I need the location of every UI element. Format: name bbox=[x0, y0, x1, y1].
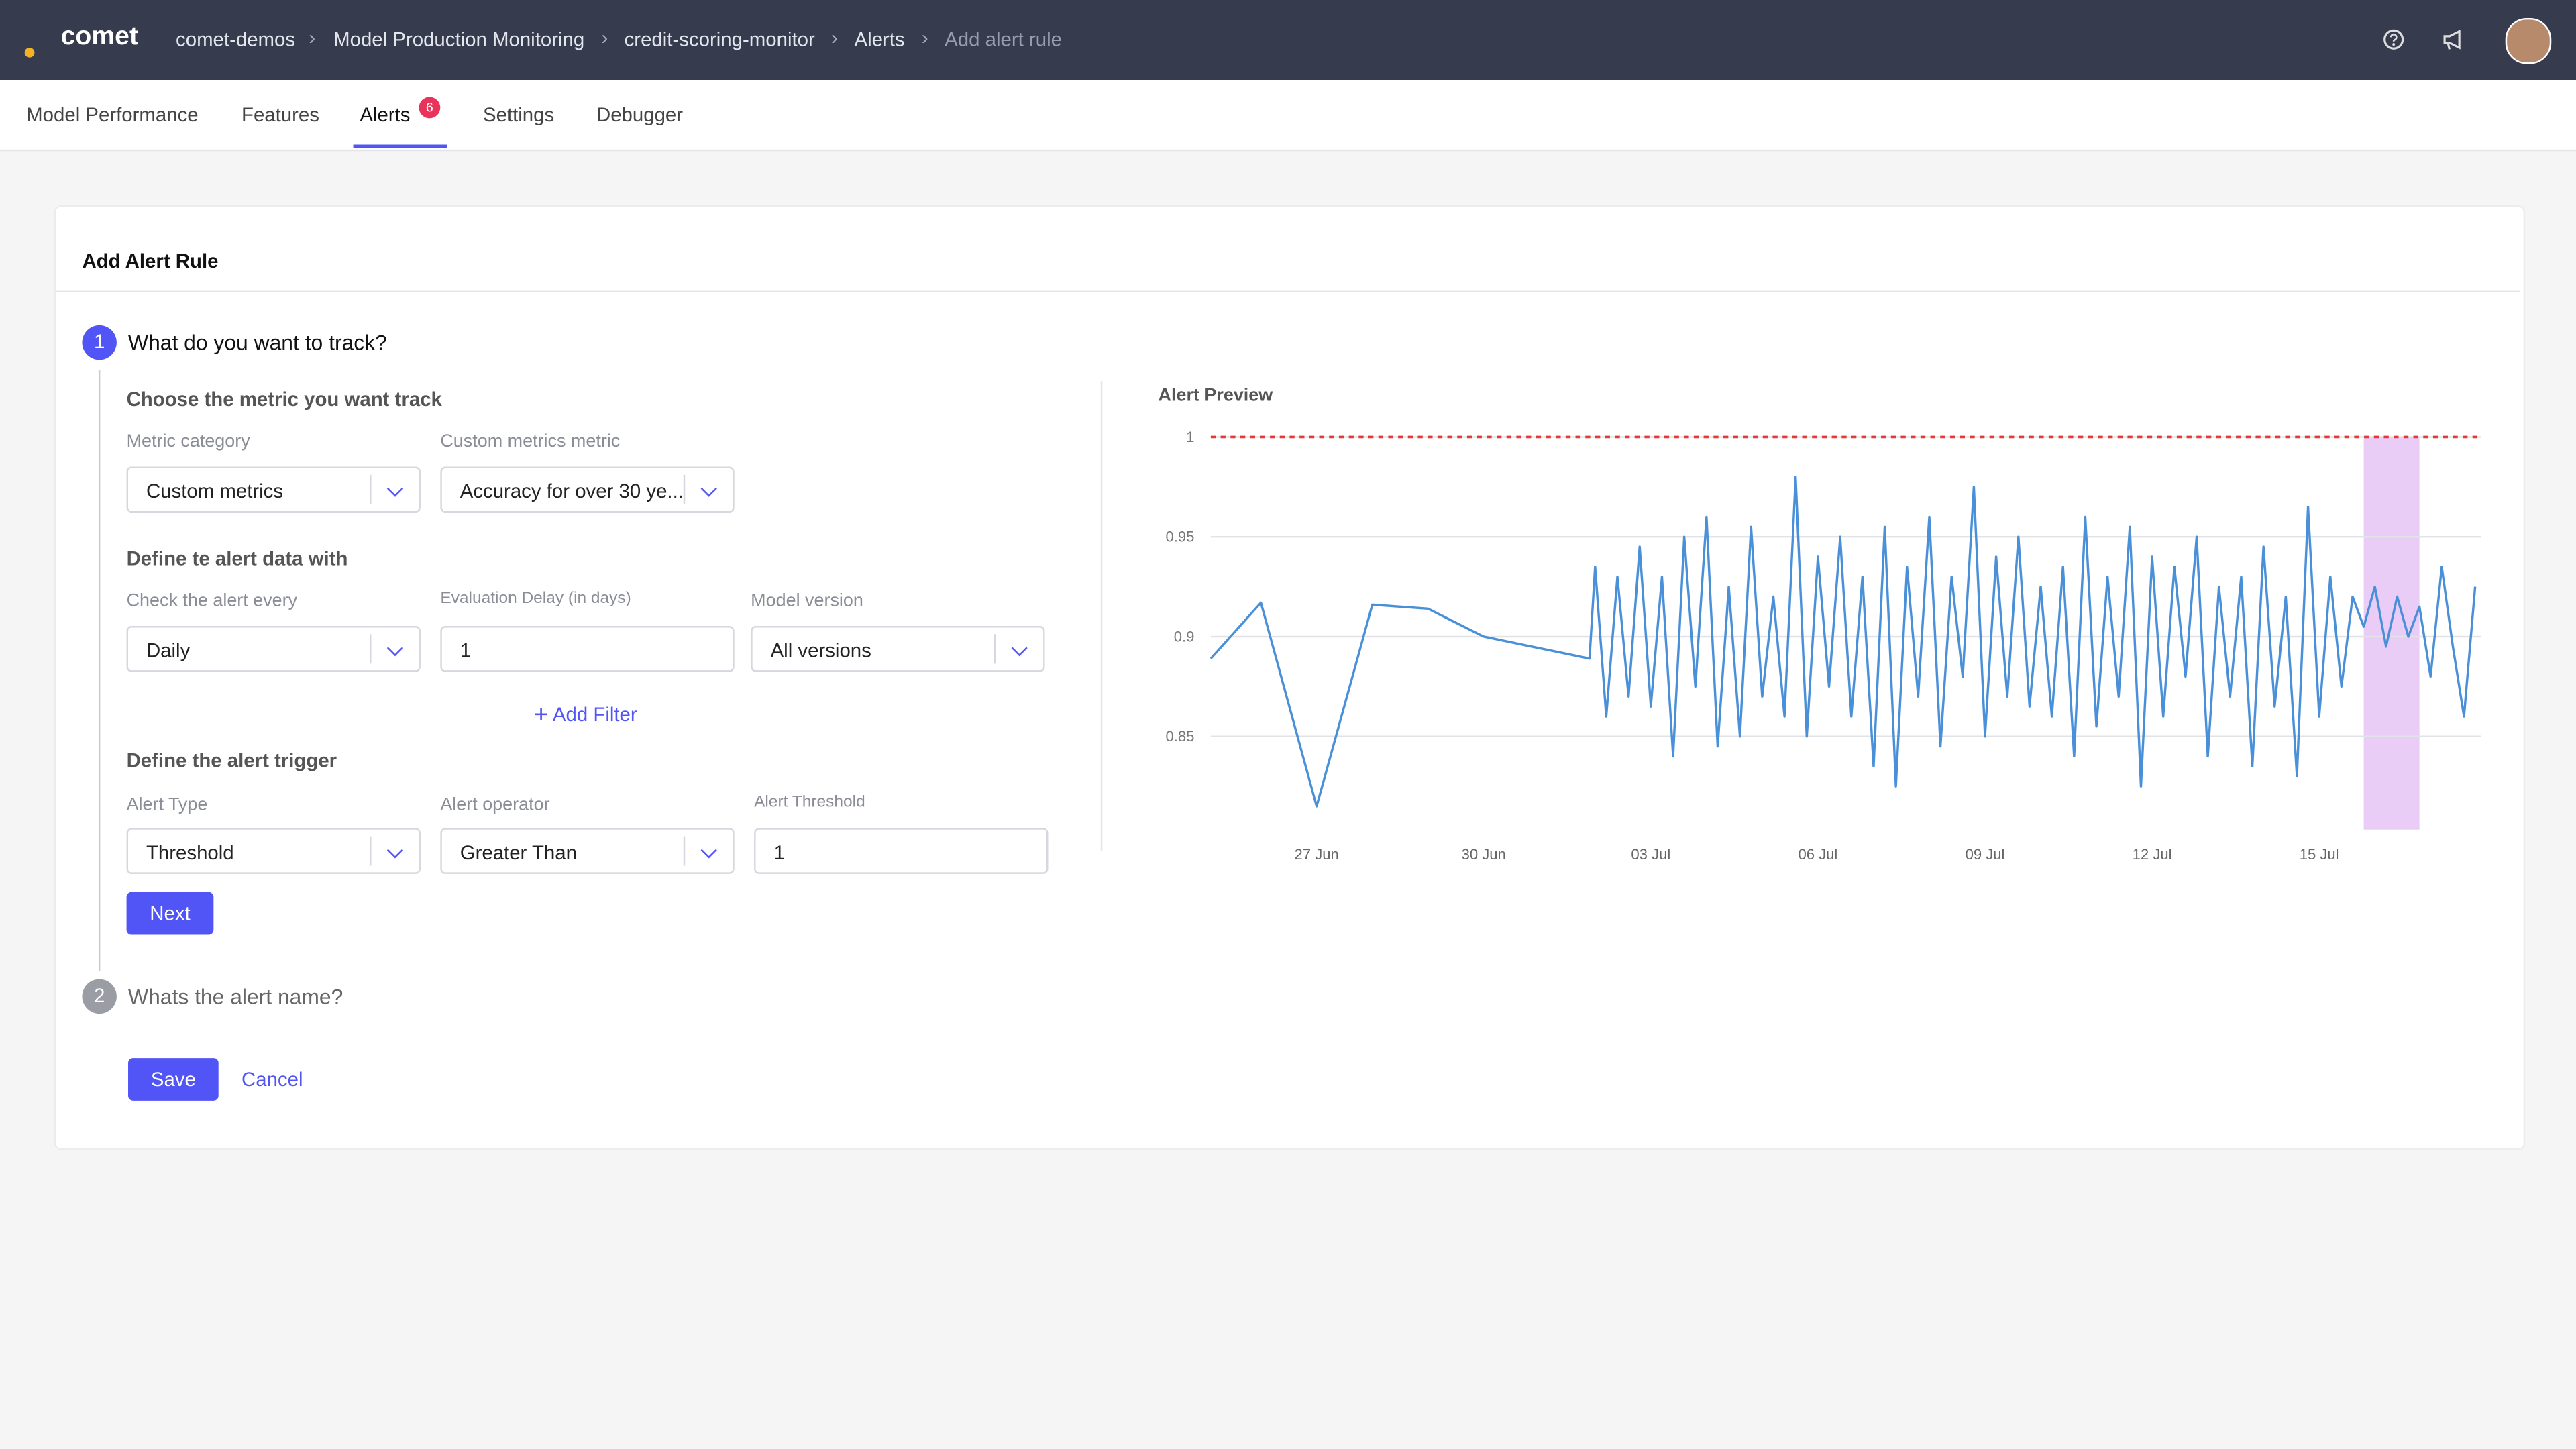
breadcrumb[interactable]: Model Production Monitoring bbox=[333, 28, 585, 51]
select[interactable]: Greater Than bbox=[440, 828, 735, 874]
select-value: Daily bbox=[146, 639, 191, 662]
field-label: Metric category bbox=[126, 432, 250, 452]
input-value: 1 bbox=[773, 841, 785, 865]
save-button[interactable]: Save bbox=[128, 1058, 219, 1101]
select-value: Custom metrics bbox=[146, 480, 284, 503]
section-title: Choose the metric you want track bbox=[126, 387, 442, 411]
breadcrumb[interactable]: Alerts bbox=[854, 28, 905, 51]
tab[interactable]: Features bbox=[241, 103, 319, 127]
chart-title: Alert Preview bbox=[1158, 386, 1273, 406]
select[interactable]: Threshold bbox=[126, 828, 421, 874]
x-tick-label: 27 Jun bbox=[1295, 846, 1339, 863]
breadcrumb-current: Add alert rule bbox=[945, 28, 1062, 51]
line-series bbox=[1210, 476, 2477, 808]
next-button[interactable]: Next bbox=[126, 892, 214, 935]
highlight-band bbox=[2363, 437, 2420, 830]
step-line bbox=[98, 370, 101, 971]
panel-divider bbox=[1100, 381, 1103, 851]
help-icon[interactable] bbox=[2382, 28, 2405, 51]
chart: 0.85 0.9 0.95 1 27 Jun 30 Jun 03 Jul 06 Jul 09 J… bbox=[1166, 429, 2481, 863]
text-input[interactable]: 1 bbox=[754, 828, 1049, 874]
card-title: Add Alert Rule bbox=[82, 250, 219, 273]
logo-text[interactable]: comet bbox=[60, 23, 139, 51]
tab-badge: 6 bbox=[419, 97, 441, 119]
tab[interactable]: Debugger bbox=[596, 103, 684, 127]
field-label: Evaluation Delay (in days) bbox=[440, 590, 631, 608]
field-label: Check the alert every bbox=[126, 591, 298, 612]
select-value: All versions bbox=[770, 639, 871, 662]
field-label: Alert operator bbox=[440, 795, 550, 815]
field-label: Model version bbox=[751, 591, 863, 612]
y-tick-label: 0.9 bbox=[1174, 628, 1195, 645]
top-bar: comet comet-demos › Model Production Mon… bbox=[0, 0, 2576, 81]
add-filter[interactable]: + Add Filter bbox=[533, 700, 637, 730]
separator: › bbox=[831, 26, 838, 50]
step-number: 2 bbox=[82, 979, 117, 1014]
step-number: 1 bbox=[82, 325, 117, 360]
select[interactable]: Daily bbox=[126, 626, 421, 672]
tab-active[interactable]: Alerts bbox=[360, 103, 411, 127]
x-tick-label: 09 Jul bbox=[1966, 846, 2005, 863]
field-label: Custom metrics metric bbox=[440, 432, 621, 452]
section-title: Define te alert data with bbox=[126, 547, 348, 570]
select-value: Greater Than bbox=[460, 841, 577, 865]
avatar[interactable] bbox=[2505, 17, 2552, 64]
breadcrumb[interactable]: comet-demos bbox=[176, 28, 296, 51]
select[interactable]: All versions bbox=[751, 626, 1045, 672]
x-tick-label: 30 Jun bbox=[1462, 846, 1506, 863]
field-label: Alert Type bbox=[126, 795, 208, 815]
x-tick-label: 12 Jul bbox=[2133, 846, 2172, 863]
add-filter-text: Add Filter bbox=[552, 703, 637, 727]
separator: › bbox=[921, 26, 928, 50]
select-value: Threshold bbox=[146, 841, 234, 865]
section-title: Define the alert trigger bbox=[126, 749, 337, 773]
x-tick-label: 03 Jul bbox=[1631, 846, 1670, 863]
y-tick-label: 0.85 bbox=[1166, 728, 1195, 745]
tab[interactable]: Model Performance bbox=[26, 103, 199, 127]
step-title: Whats the alert name? bbox=[128, 983, 343, 1009]
announce-icon[interactable] bbox=[2441, 28, 2466, 51]
tab-bar: Model Performance Features Alerts 6 Sett… bbox=[0, 80, 2576, 152]
input-value: 1 bbox=[460, 639, 472, 662]
divider bbox=[56, 290, 2520, 292]
step-title: What do you want to track? bbox=[128, 330, 387, 355]
select-value: Accuracy for over 30 ye... bbox=[460, 480, 684, 503]
select[interactable]: Custom metrics bbox=[126, 466, 421, 513]
x-tick-label: 06 Jul bbox=[1799, 846, 1838, 863]
tab-indicator bbox=[353, 144, 447, 148]
tab[interactable]: Settings bbox=[483, 103, 555, 127]
breadcrumb[interactable]: credit-scoring-monitor bbox=[624, 28, 815, 51]
logo-icon bbox=[24, 21, 53, 58]
x-tick-label: 15 Jul bbox=[2300, 846, 2339, 863]
separator: › bbox=[601, 26, 608, 50]
cancel-button[interactable]: Cancel bbox=[241, 1067, 303, 1091]
card bbox=[54, 205, 2526, 1150]
select[interactable]: Accuracy for over 30 ye... bbox=[440, 466, 735, 513]
plus-icon: + bbox=[533, 701, 549, 730]
y-tick-label: 0.95 bbox=[1166, 529, 1195, 545]
text-input[interactable]: 1 bbox=[440, 626, 735, 672]
separator: › bbox=[309, 26, 316, 50]
field-label: Alert Threshold bbox=[754, 793, 865, 812]
y-tick-label: 1 bbox=[1186, 429, 1194, 445]
